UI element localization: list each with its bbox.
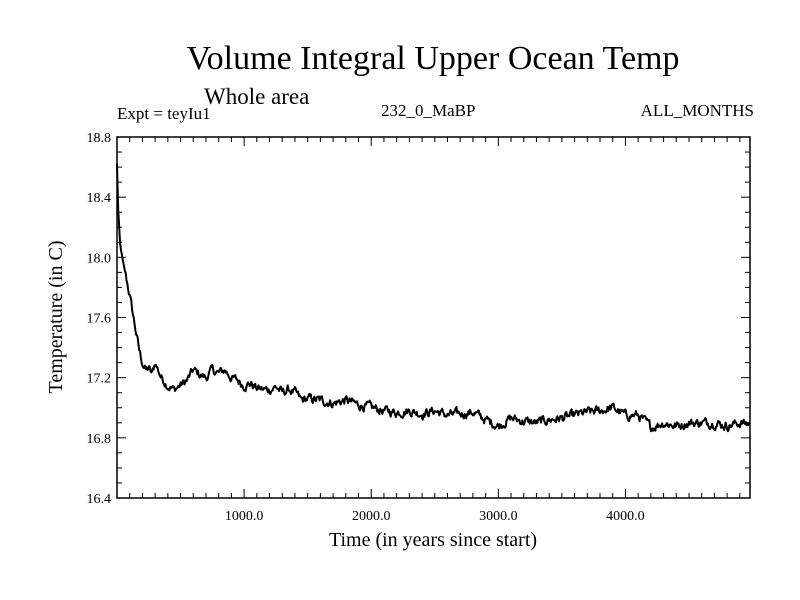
chart-subtitle: Whole area <box>204 84 310 109</box>
y-tick-label: 16.8 <box>87 432 112 447</box>
x-tick-label: 4000.0 <box>606 509 645 524</box>
chart-title: Volume Integral Upper Ocean Temp <box>186 40 680 77</box>
x-axis-label: Time (in years since start) <box>329 529 537 551</box>
y-tick-label: 18.4 <box>87 191 112 206</box>
x-tick-label: 2000.0 <box>352 509 391 524</box>
months-label: ALL_MONTHS <box>640 101 754 120</box>
y-tick-label: 17.6 <box>87 312 112 327</box>
y-axis-label: Temperature (in C) <box>45 241 67 394</box>
y-tick-label: 16.4 <box>87 492 112 507</box>
plot-frame <box>116 136 751 499</box>
experiment-label: Expt = teyIu1 <box>117 104 211 123</box>
y-tick-label: 18.8 <box>87 131 112 146</box>
temperature-series-line <box>116 163 751 433</box>
period-label: 232_0_MaBP <box>381 101 476 120</box>
y-tick-label: 18.0 <box>87 251 112 266</box>
x-tick-label: 3000.0 <box>479 509 518 524</box>
x-tick-label: 1000.0 <box>225 509 264 524</box>
y-tick-label: 17.2 <box>87 372 112 387</box>
